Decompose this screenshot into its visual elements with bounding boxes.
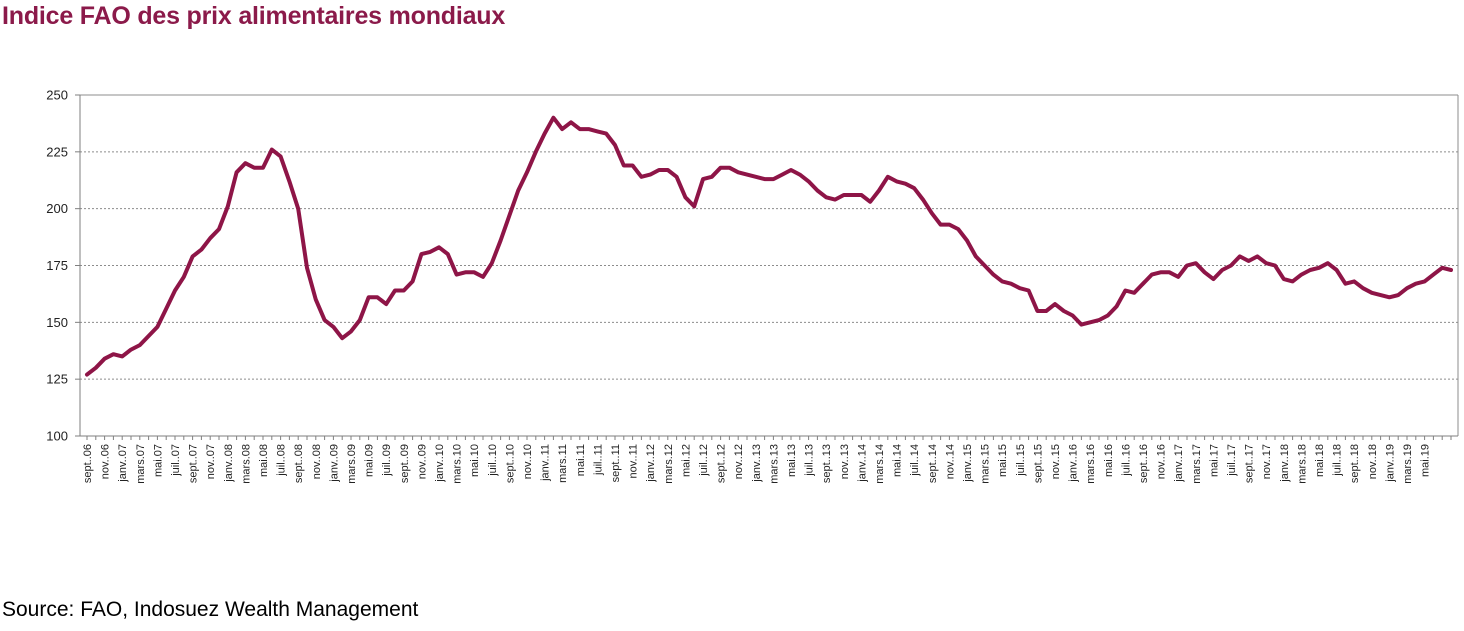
x-tick-label: nov..06 <box>100 444 112 479</box>
x-tick-label: mars.11 <box>557 444 569 483</box>
x-tick-label: sept..16 <box>1138 444 1150 483</box>
x-tick-label: juil..09 <box>381 444 393 477</box>
x-tick-label: mai.10 <box>469 444 481 477</box>
x-tick-label: mai.11 <box>575 444 587 476</box>
x-tick-label: janv..16 <box>1068 444 1080 483</box>
x-tick-label: mai.18 <box>1314 444 1326 477</box>
x-tick-label: janv..07 <box>117 444 129 483</box>
x-tick-label: sept..09 <box>399 444 411 483</box>
x-tick-label: sept..13 <box>821 444 833 483</box>
y-tick-label: 150 <box>46 315 68 330</box>
x-tick-label: nov..13 <box>839 444 851 479</box>
x-tick-label: juil..15 <box>1015 444 1027 477</box>
x-tick-label: mai.16 <box>1103 444 1115 477</box>
x-tick-label: mai.15 <box>997 444 1009 477</box>
line-chart: 100 125 150 175 200 225 250 sept..06 nov..06 jan… <box>46 88 1459 484</box>
x-tick-label: nov..14 <box>944 444 956 479</box>
x-tick-label: nov..17 <box>1261 444 1273 479</box>
x-tick-label: nov..09 <box>416 444 428 479</box>
x-tick-label: mars.14 <box>874 444 886 484</box>
x-tick-label: mars.10 <box>452 444 464 484</box>
x-tick-label: nov..12 <box>733 444 745 479</box>
x-tick-label: mars.13 <box>768 444 780 484</box>
x-tick-label: mai.14 <box>892 444 904 477</box>
chart-title: Indice FAO des prix alimentaires mondiau… <box>2 2 506 30</box>
x-tick-label: juil..07 <box>170 444 182 477</box>
x-tick-label: juil..17 <box>1226 444 1238 477</box>
x-tick-label: mars.12 <box>663 444 675 484</box>
x-tick-label: sept..17 <box>1244 444 1256 483</box>
gridlines <box>80 94 1458 380</box>
x-tick-label: sept..11 <box>610 444 622 482</box>
x-tick-label: juil..10 <box>487 444 499 477</box>
x-tick-label: janv..14 <box>856 444 868 483</box>
x-tick-label: sept..18 <box>1349 444 1361 483</box>
y-tick-label: 125 <box>46 372 68 387</box>
x-tick-label: nov..10 <box>522 444 534 479</box>
x-tick-label: mai.12 <box>680 444 692 477</box>
x-tick-label: janv..09 <box>328 444 340 483</box>
y-tick-label: 200 <box>46 201 68 216</box>
y-tick-label: 250 <box>46 88 68 103</box>
x-tick-label: janv..18 <box>1279 444 1291 483</box>
x-tick-label: janv..08 <box>223 444 235 483</box>
x-tick-label: janv..12 <box>645 444 657 483</box>
x-tick-label: sept..14 <box>927 444 939 483</box>
x-tick-label: juil..08 <box>276 444 288 477</box>
x-tick-label: janv..13 <box>751 444 763 483</box>
x-tick-label: mars.08 <box>240 444 252 484</box>
source-note: Source: FAO, Indosuez Wealth Management <box>2 598 419 621</box>
x-tick-label: juil..13 <box>804 444 816 477</box>
x-tick-label: nov..07 <box>205 444 217 479</box>
x-tick-label: janv..19 <box>1384 444 1396 483</box>
x-tick-label: janv..17 <box>1173 444 1185 483</box>
x-tick-label: mars.17 <box>1191 444 1203 484</box>
x-tick-label: juil..16 <box>1120 444 1132 477</box>
y-tick-label: 225 <box>46 144 68 159</box>
x-tick-label: mai.13 <box>786 444 798 477</box>
x-tick-label: nov..11 <box>628 444 640 478</box>
x-axis-ticks: sept..06 nov..06 janv..07 mars.07 mai.07 juil… <box>82 436 1452 484</box>
x-tick-label: nov..08 <box>311 444 323 479</box>
x-tick-label: janv..11 <box>540 444 552 482</box>
x-tick-label: juil..18 <box>1332 444 1344 477</box>
x-tick-label: nov..16 <box>1156 444 1168 479</box>
x-tick-label: sept..12 <box>716 444 728 483</box>
x-tick-label: mai.08 <box>258 444 270 477</box>
x-tick-label: janv..10 <box>434 444 446 483</box>
x-tick-label: sept..07 <box>188 444 200 483</box>
x-tick-label: mai.07 <box>152 444 164 477</box>
x-tick-label: juil..12 <box>698 444 710 477</box>
x-tick-label: janv..15 <box>962 444 974 483</box>
x-tick-label: juil..14 <box>909 444 921 477</box>
series-line <box>85 115 1453 377</box>
x-tick-label: juil..11 <box>592 444 604 476</box>
x-tick-label: mars.19 <box>1402 444 1414 484</box>
x-tick-label: mars.16 <box>1085 444 1097 484</box>
x-tick-label: mai.17 <box>1208 444 1220 477</box>
x-tick-label: mars.15 <box>980 444 992 484</box>
x-tick-label: sept..06 <box>82 444 94 483</box>
x-tick-label: mai.19 <box>1420 444 1432 477</box>
x-tick-label: sept..08 <box>293 444 305 483</box>
y-axis-ticks: 100 125 150 175 200 225 250 <box>46 88 80 444</box>
x-tick-label: sept..10 <box>504 444 516 483</box>
x-tick-label: mai.09 <box>364 444 376 477</box>
x-tick-label: mars.07 <box>135 444 147 484</box>
x-tick-label: mars.09 <box>346 444 358 484</box>
axes <box>79 94 1459 437</box>
y-tick-label: 100 <box>46 429 68 444</box>
y-tick-label: 175 <box>46 258 68 273</box>
x-tick-label: sept..15 <box>1032 444 1044 483</box>
x-tick-label: nov..15 <box>1050 444 1062 479</box>
x-tick-label: nov..18 <box>1367 444 1379 479</box>
series-group <box>85 115 1453 377</box>
x-tick-label: mars.18 <box>1296 444 1308 484</box>
